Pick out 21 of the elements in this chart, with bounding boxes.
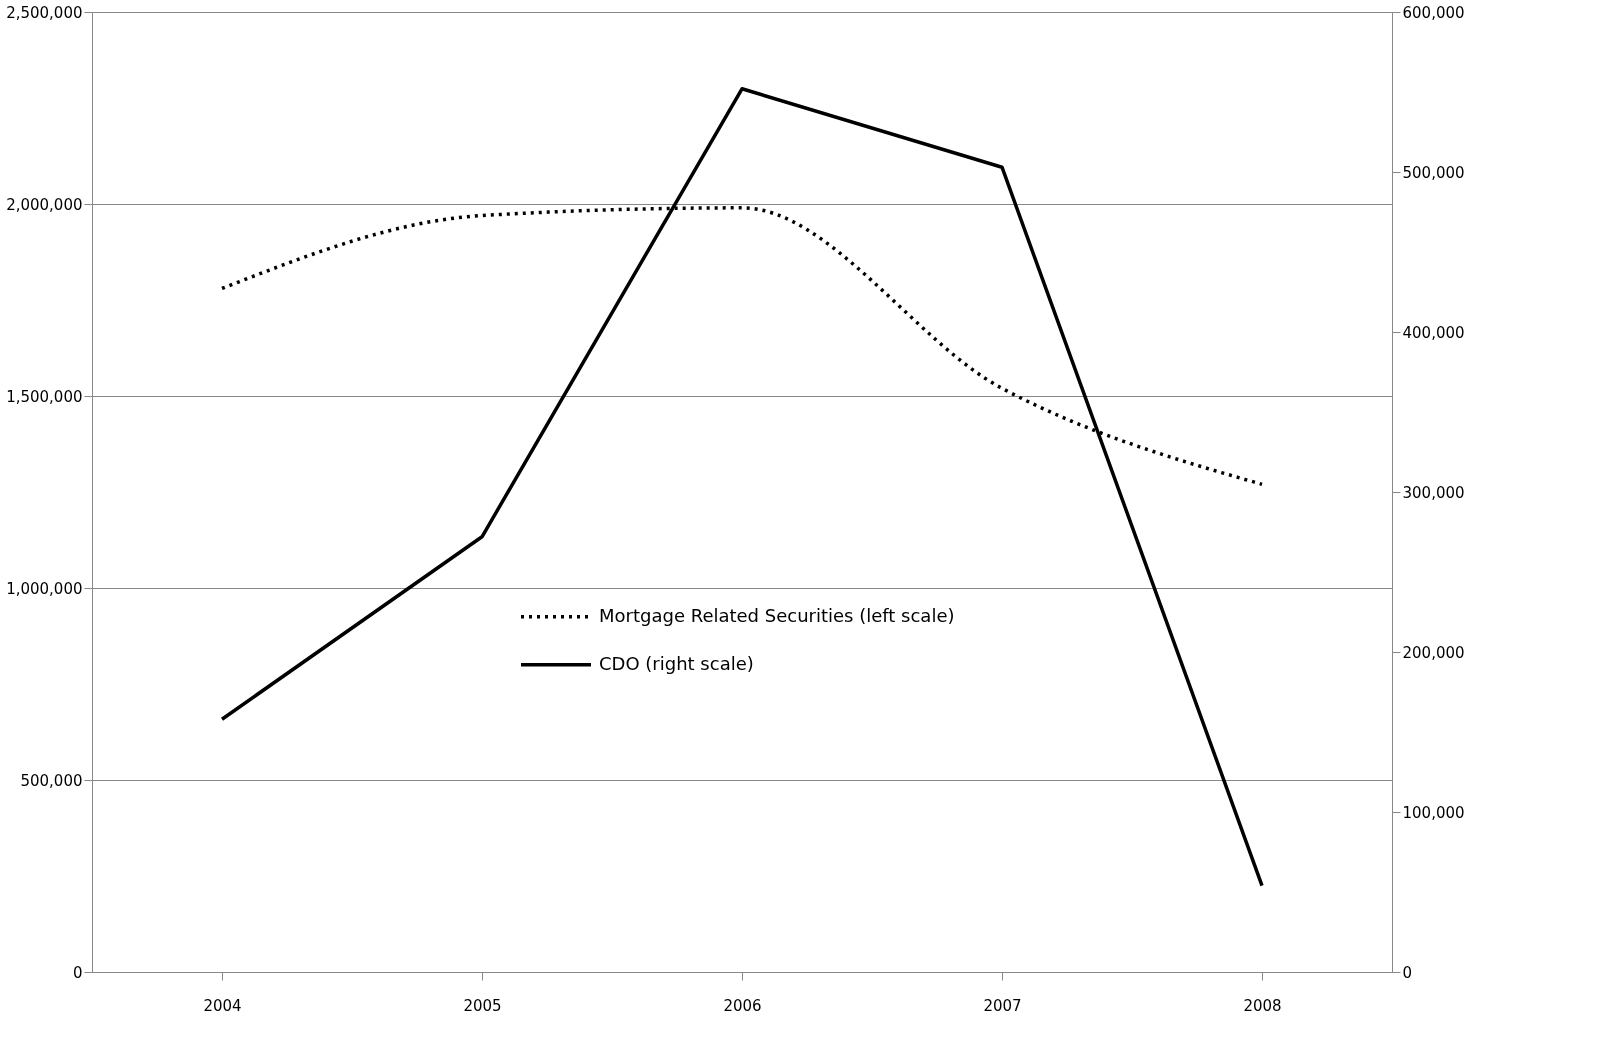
y2-tick-label: 600,000 bbox=[1402, 3, 1465, 22]
y2-tick-label: 0 bbox=[1402, 963, 1413, 982]
y-tick-label: 500,000 bbox=[20, 771, 83, 790]
line-series bbox=[220, 87, 1264, 888]
x-tick-label: 2006 bbox=[723, 996, 762, 1015]
y-tick-label: 2,000,000 bbox=[6, 195, 83, 214]
y2-tick-label: 200,000 bbox=[1402, 643, 1465, 662]
x-tick-label: 2007 bbox=[983, 996, 1022, 1015]
y2-tick-label: 100,000 bbox=[1402, 803, 1465, 822]
y2-tick-label: 400,000 bbox=[1402, 323, 1465, 342]
y-tick-label: 2,500,000 bbox=[6, 3, 83, 22]
legend-label: CDO (right scale) bbox=[599, 652, 754, 674]
y2-tick-label: 500,000 bbox=[1402, 163, 1465, 182]
y-tick-label: 1,000,000 bbox=[6, 579, 83, 598]
x-tick-label: 2004 bbox=[203, 996, 242, 1015]
x-tick-label: 2008 bbox=[1243, 996, 1282, 1015]
x-tick-label: 2005 bbox=[463, 996, 502, 1015]
legend-label: Mortgage Related Securities (left scale) bbox=[599, 604, 955, 626]
y-tick-label: 0 bbox=[72, 963, 83, 982]
y2-tick-label: 300,000 bbox=[1402, 483, 1465, 502]
y-tick-label: 1,500,000 bbox=[6, 387, 83, 406]
